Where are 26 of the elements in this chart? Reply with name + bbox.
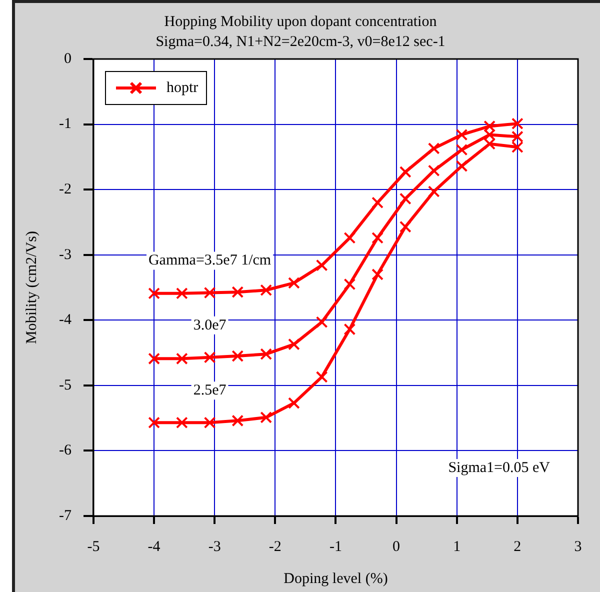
x-tick-label: 2 [514,538,522,555]
y-tick-label: -3 [58,246,72,263]
annotation: 3.0e7 [193,317,227,334]
x-tick-label: 0 [392,538,400,555]
legend-label: hoptr [166,80,198,96]
x-tick-label: 3 [574,538,582,555]
y-tick-label: -6 [58,442,72,459]
y-axis-title: Mobility (cm2/Vs) [24,231,40,344]
x-tick-label: -2 [268,538,282,555]
x-tick-label: 1 [453,538,461,555]
x-tick-label: -4 [148,538,161,555]
x-tick-label: -3 [208,538,221,555]
y-tick-label: 0 [64,50,72,67]
annotation: Gamma=3.5e7 1/cm [148,252,272,269]
annotation: 2.5e7 [193,382,227,399]
annotation: Sigma1=0.05 eV [448,460,550,476]
y-tick-label: -5 [58,377,72,394]
x-tick-label: -1 [330,538,342,555]
y-tick-label: -4 [58,312,72,328]
y-tick-label: -2 [58,182,72,198]
y-tick-label: -1 [58,116,72,132]
chart-subtitle: Sigma=0.34, N1+N2=2e20cm-3, v0=8e12 sec-1 [156,34,446,50]
chart-title: Hopping Mobility upon dopant concentration [164,14,438,30]
y-tick-label: -7 [58,508,72,524]
x-axis-title: Doping level (%) [284,570,388,587]
x-tick-label: -5 [87,538,100,555]
